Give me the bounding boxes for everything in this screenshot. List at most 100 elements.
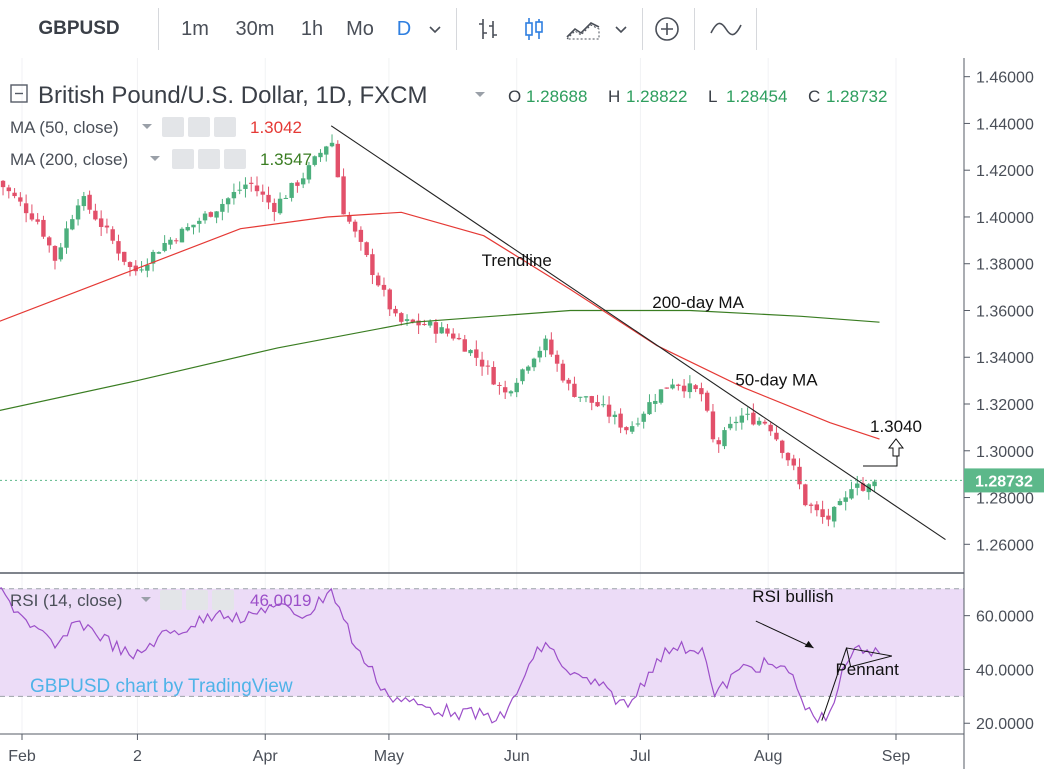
toolbar-divider xyxy=(694,8,695,50)
candle-body xyxy=(497,384,502,386)
rsi-bullish-arrow xyxy=(755,620,814,649)
rsi-legend-buttons xyxy=(160,590,234,610)
rsi-tick-label: 20.0000 xyxy=(976,716,1034,733)
candle-body xyxy=(803,484,808,506)
study-remove-close-icon[interactable] xyxy=(214,117,236,137)
trendline xyxy=(330,125,946,541)
study-remove-close-icon[interactable] xyxy=(224,149,246,169)
candles-chart-icon[interactable] xyxy=(514,0,554,58)
candle-body xyxy=(18,197,23,202)
candle-body xyxy=(837,501,843,506)
interval-day-button[interactable]: D xyxy=(396,17,412,40)
candle-body xyxy=(791,458,796,466)
candle-body xyxy=(693,385,698,390)
candle-body xyxy=(468,350,473,354)
candle-body xyxy=(127,262,133,267)
add-indicator-icon[interactable] xyxy=(650,0,684,58)
candle-body xyxy=(710,411,716,440)
time-tick-label: Aug xyxy=(754,748,782,765)
interval-menu-chevron-icon[interactable] xyxy=(420,0,450,58)
candle-body xyxy=(433,322,439,334)
ma50-line xyxy=(0,211,880,440)
ma200-line xyxy=(0,309,880,412)
candle-body xyxy=(733,421,739,424)
candle-body xyxy=(64,228,69,248)
rsi-annotation-label: Pennant xyxy=(835,660,899,679)
rsi-pennant xyxy=(845,647,893,668)
candle-body xyxy=(502,387,508,393)
candle-body xyxy=(381,284,387,290)
ohlc-label: H xyxy=(608,87,620,106)
interval-30m-button[interactable]: 30m xyxy=(235,17,275,40)
ohlc-label: L xyxy=(708,87,717,106)
interval-1m-button[interactable]: 1m xyxy=(181,17,209,40)
candle-body xyxy=(185,227,190,231)
candle-body xyxy=(191,224,196,228)
rsi-remove-close-icon[interactable] xyxy=(212,590,234,610)
toolbar-divider xyxy=(756,8,757,50)
candle-body xyxy=(797,466,802,485)
rsi-legend-title: RSI (14, close) xyxy=(10,591,122,610)
interval-month-button[interactable]: Mo xyxy=(346,17,374,40)
time-axis[interactable]: Feb 2 Apr May Jun Jul Aug Sep xyxy=(8,734,910,765)
candle-body xyxy=(606,404,612,417)
last-price-badge xyxy=(964,468,1044,493)
candle-body xyxy=(560,363,566,381)
annotations: Trendline 200-day MA 50-day MA 1.3040 RSI bu… xyxy=(482,251,922,721)
candle-body xyxy=(364,242,369,256)
candle-body xyxy=(81,196,87,207)
last-price: 1.28732 xyxy=(0,468,1044,493)
interval-1h-button[interactable]: 1h xyxy=(300,17,324,40)
title-menu-chevron-icon[interactable] xyxy=(475,92,485,97)
candle-body xyxy=(670,384,675,389)
candle-body xyxy=(404,319,410,321)
candle-body xyxy=(653,400,658,404)
candle-body xyxy=(624,427,629,431)
rsi-settings-gear-icon[interactable] xyxy=(186,590,208,610)
bars-chart-icon[interactable] xyxy=(468,0,508,58)
study-visibility-eye-icon[interactable] xyxy=(172,149,194,169)
price-chart[interactable]: 1.46000 1.44000 1.42000 1.40000 1.38000 1.360… xyxy=(0,58,1044,769)
area-chart-icon[interactable] xyxy=(560,0,606,58)
candle-body xyxy=(520,369,525,382)
series-lines xyxy=(0,125,946,724)
candle-body xyxy=(168,239,173,245)
price-axis[interactable]: 1.46000 1.44000 1.42000 1.40000 1.38000 1.360… xyxy=(964,70,1034,555)
target-connector xyxy=(863,455,898,467)
candle-body xyxy=(370,254,375,276)
candle-body xyxy=(681,385,687,392)
candle-body xyxy=(549,339,554,355)
chart-type-chevron-down-icon[interactable] xyxy=(606,0,636,58)
price-tick-label: 1.44000 xyxy=(976,116,1034,133)
candle-body xyxy=(780,440,785,453)
rsi-rising-line xyxy=(821,647,848,721)
candle-body xyxy=(543,338,548,351)
candle-body xyxy=(641,413,646,422)
candle-body xyxy=(849,489,854,499)
candle-body xyxy=(526,366,531,371)
candle-body xyxy=(635,423,641,425)
study-title: MA (200, close) xyxy=(10,150,128,169)
candle-body xyxy=(578,396,583,398)
candle-body xyxy=(197,220,202,224)
candle-body xyxy=(774,432,779,440)
symbol-search-button[interactable]: GBPUSD xyxy=(38,18,120,39)
candle-body xyxy=(75,205,81,220)
study-settings-gear-icon[interactable] xyxy=(188,117,210,137)
ohlc-value: 1.28732 xyxy=(826,87,887,106)
candle-body xyxy=(589,396,594,403)
rsi-axis[interactable]: 60.0000 40.0000 20.0000 xyxy=(964,609,1034,734)
candle-body xyxy=(47,237,52,246)
collapse-legend-icon[interactable] xyxy=(10,84,28,103)
rsi-menu-chevron-icon[interactable] xyxy=(141,597,151,602)
study-visibility-eye-icon[interactable] xyxy=(162,117,184,137)
candle-body xyxy=(318,152,323,158)
watermark: GBPUSD chart by TradingView xyxy=(30,676,293,697)
annotation-label: 50-day MA xyxy=(735,370,818,389)
study-settings-gear-icon[interactable] xyxy=(198,149,220,169)
candle-body xyxy=(820,509,825,518)
compare-line-icon[interactable] xyxy=(702,0,750,58)
candle-body xyxy=(87,194,92,210)
rsi-visibility-eye-icon[interactable] xyxy=(160,590,182,610)
candle-body xyxy=(393,308,398,314)
